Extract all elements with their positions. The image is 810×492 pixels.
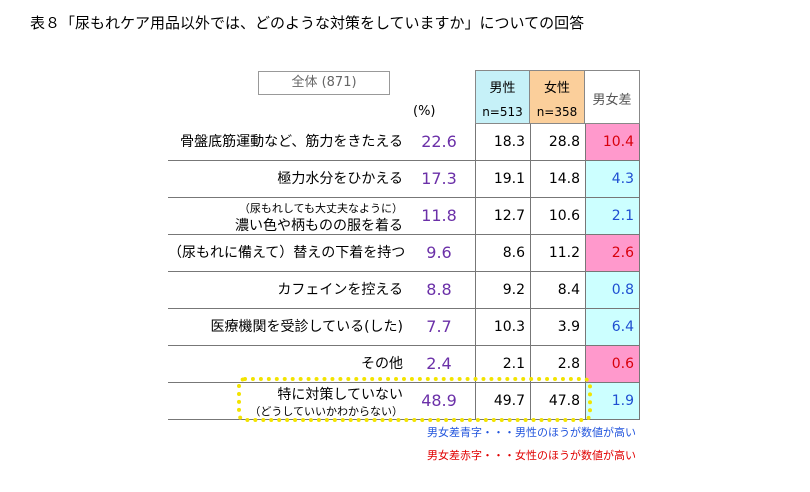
total-percent: 8.8 [426,280,452,299]
female-value: 3.9 [530,309,585,345]
male-value: 18.3 [475,124,530,160]
table-row: 医療機関を受診している(した) 7.7 10.3 3.9 6.4 [168,309,640,346]
row-label: 骨盤底筋運動など、筋力をきたえる [180,134,403,150]
female-value: 11.2 [530,235,585,271]
row-label: 医療機関を受診している(した) [210,319,403,335]
row-label-note: （どうしていいかわからない） [249,405,403,418]
row-label: 極力水分をひかえる [277,171,403,187]
female-value: 28.8 [530,124,585,160]
gender-difference-value: 0.6 [585,346,640,382]
table-row: 骨盤底筋運動など、筋力をきたえる 22.6 18.3 28.8 10.4 [168,124,640,161]
gender-difference-value: 10.4 [585,124,640,160]
row-label-main: 特に対策していない [277,387,403,403]
table-title: 表８「尿もれケア用品以外では、どのような対策をしていますか」についての回答 [30,14,585,32]
total-percent: 2.4 [426,354,452,373]
gender-difference-value: 2.1 [585,198,640,234]
total-percent: 22.6 [421,132,457,151]
table-row: （尿もれしても大丈夫なように） 濃い色や柄ものの服を着る 11.8 12.7 1… [168,198,640,235]
red-difference-note: 男女差赤字・・・女性のほうが数値が高い [427,449,636,462]
total-percent: 9.6 [426,243,452,262]
male-value: 49.7 [475,383,530,419]
total-percent: 7.7 [426,317,452,336]
table-row: その他 2.4 2.1 2.8 0.6 [168,346,640,383]
table-row: 極力水分をひかえる 17.3 19.1 14.8 4.3 [168,161,640,198]
table-row: （尿もれに備えて）替えの下着を持つ 9.6 8.6 11.2 2.6 [168,235,640,272]
male-value: 10.3 [475,309,530,345]
gender-difference-value: 6.4 [585,309,640,345]
overall-sample-label: 全体 (871) [258,71,390,95]
male-sample-size: n=513 [482,105,523,119]
row-label-main: 濃い色や柄ものの服を着る [235,218,403,234]
gender-difference-value: 0.8 [585,272,640,308]
female-value: 2.8 [530,346,585,382]
blue-difference-note: 男女差青字・・・男性のほうが数値が高い [427,426,636,439]
total-percent: 17.3 [421,169,457,188]
male-value: 9.2 [475,272,530,308]
female-sample-size: n=358 [536,105,578,119]
total-percent: 48.9 [421,391,457,410]
male-value: 12.7 [475,198,530,234]
row-label-note: （尿もれしても大丈夫なように） [238,202,403,215]
gender-difference-value: 4.3 [585,161,640,197]
gender-difference-value: 1.9 [585,383,640,419]
gender-difference-value: 2.6 [585,235,640,271]
percent-unit-label: (%) [413,104,436,119]
row-label: 特に対策していない （どうしていいかわからない） [168,383,403,419]
female-header-label: 女性 [543,81,570,96]
total-percent: 11.8 [421,206,457,225]
table-row: カフェインを控える 8.8 9.2 8.4 0.8 [168,272,640,309]
female-value: 10.6 [530,198,585,234]
female-value: 8.4 [530,272,585,308]
row-label: その他 [361,356,403,372]
female-value: 14.8 [530,161,585,197]
male-value: 19.1 [475,161,530,197]
female-value: 47.8 [530,383,585,419]
table-row: 特に対策していない （どうしていいかわからない） 48.9 49.7 47.8 … [168,383,640,420]
male-header-label: 男性 [489,81,516,96]
row-label: （尿もれに備えて）替えの下着を持つ [168,245,406,261]
male-value: 8.6 [475,235,530,271]
male-column-header: 男性 n=513 [475,70,530,124]
female-column-header: 女性 n=358 [530,70,585,124]
diff-header-label: 男女差 [592,93,632,108]
row-label: カフェインを控える [277,282,403,298]
row-label: （尿もれしても大丈夫なように） 濃い色や柄ものの服を着る [168,198,403,234]
gender-difference-column-header: 男女差 [585,70,640,124]
male-value: 2.1 [475,346,530,382]
